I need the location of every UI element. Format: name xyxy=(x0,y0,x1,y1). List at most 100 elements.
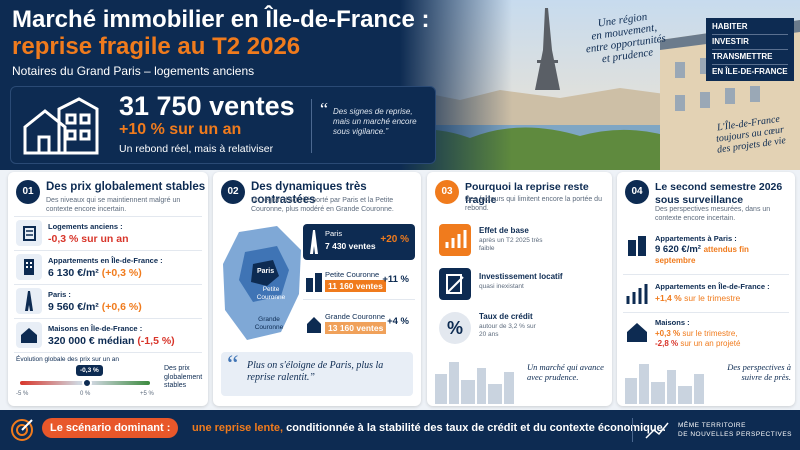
card-description: Un regain d'activité porté par Paris et … xyxy=(251,197,394,213)
item-label: Effet de base xyxy=(479,226,529,235)
card-regions: 02 Des dynamiques très contrastées Un re… xyxy=(213,172,421,406)
icon xyxy=(625,320,649,349)
region-quote: “ Plus on s'éloigne de Paris, plus la re… xyxy=(221,350,413,396)
footer: Le scénario dominant : une reprise lente… xyxy=(0,410,800,450)
item-detail: sur un an projeté xyxy=(680,339,741,348)
map-label: Petite Couronne xyxy=(256,286,286,301)
subtitle: Notaires du Grand Paris – logements anci… xyxy=(12,64,255,78)
icon: % xyxy=(439,312,471,344)
card-description: Des niveaux qui se maintiennent malgré u… xyxy=(46,197,181,213)
item: Logements anciens : -0,3 % sur un an xyxy=(14,216,202,248)
item-value: -2,8 % xyxy=(655,339,679,348)
card-note: Des perspectives à suivre de près. xyxy=(727,362,791,382)
item-value: 6 130 €/m² xyxy=(48,267,99,279)
divider xyxy=(311,99,312,153)
region-change: +4 % xyxy=(387,316,409,327)
card-number: 02 xyxy=(221,180,245,204)
item-value: 9 620 €/m² xyxy=(655,244,701,255)
trend-icon xyxy=(645,422,669,439)
region-label: Grande Couronne xyxy=(325,312,386,321)
region-row: Petite Couronne 11 160 ventes +11 % xyxy=(303,268,415,300)
footer-tagline: MÊME TERRITOIRE DE NOUVELLES PERSPECTIVES xyxy=(678,421,792,439)
house-icon xyxy=(23,97,99,155)
kpi-note: Un rebond réel, mais à relativiser xyxy=(119,143,274,155)
icon xyxy=(439,268,471,300)
item-change: (-1,5 %) xyxy=(137,335,175,347)
item-label: Appartements en Île-de-France : xyxy=(48,256,163,265)
item-label: Investissement locatif xyxy=(479,272,563,281)
card-title: Pourquoi la reprise reste fragile xyxy=(465,181,589,206)
region-value: 11 160 ventes xyxy=(325,280,386,292)
item-label: Appartements à Paris : xyxy=(655,234,737,243)
item-label: Maisons en Île-de-France : xyxy=(48,324,143,333)
icon xyxy=(439,224,471,256)
item-value: 320 000 € médian xyxy=(48,335,135,347)
icon xyxy=(16,254,42,280)
badge: HABITER INVESTIR TRANSMETTRE EN ÎLE-DE-FRAN… xyxy=(706,18,794,81)
gauge-tick: +5 % xyxy=(140,391,154,397)
item: Appartements en Île-de-France : 6 130 €/… xyxy=(14,250,202,282)
icon xyxy=(16,288,42,314)
region-row: Grande Couronne 13 160 ventes +4 % xyxy=(303,310,415,342)
region-value: 7 430 ventes xyxy=(325,241,376,251)
badge-line: INVESTIR xyxy=(712,35,788,50)
badge-line: EN ÎLE-DE-FRANCE xyxy=(712,67,788,76)
item-label: Taux de crédit xyxy=(479,312,533,321)
item-detail: quasi inexistant xyxy=(479,283,524,290)
badge-line: HABITER xyxy=(712,20,788,35)
quote-text: Plus on s'éloigne de Paris, plus la repr… xyxy=(247,360,384,383)
item-change: (+0,3 %) xyxy=(101,267,142,279)
card-title: Des dynamiques très contrastées xyxy=(251,181,367,206)
region-row: Paris 7 430 ventes +20 % xyxy=(303,224,415,260)
gauge-marker: -0,3 % xyxy=(76,365,103,376)
card-outlook: 04 Le second semestre 2026 sous surveill… xyxy=(617,172,795,406)
footer-highlight: une reprise lente, xyxy=(192,422,284,434)
footer-tagline-line: MÊME TERRITOIRE xyxy=(678,422,746,429)
item-value: +1,4 % xyxy=(655,293,682,303)
item-value: -0,3 % sur un an xyxy=(48,233,129,245)
region-map xyxy=(223,226,301,340)
card-prices: 01 Des prix globalement stables Des nive… xyxy=(8,172,208,406)
quote-mark: “ xyxy=(320,99,328,119)
region-change: +11 % xyxy=(382,274,409,285)
item-detail: sur le trimestre, xyxy=(682,329,738,338)
card-description: Des perspectives mesurées, dans un conte… xyxy=(655,206,771,222)
quote-mark: “ xyxy=(227,350,239,379)
card-title: Des prix globalement stables xyxy=(46,181,206,193)
card-number: 01 xyxy=(16,180,40,204)
item-change: (+0,6 %) xyxy=(101,301,142,313)
card-number: 04 xyxy=(625,180,649,204)
separator xyxy=(623,312,789,313)
kpi-sales: 31 750 ventes xyxy=(119,91,295,121)
item-detail: sur le trimestre xyxy=(684,293,741,303)
card-fragility: 03 Pourquoi la reprise reste fragile Des… xyxy=(427,172,612,406)
card-note: Un marché qui avance avec prudence. xyxy=(527,362,604,382)
region-change: +20 % xyxy=(380,234,409,245)
target-icon xyxy=(11,419,33,441)
gauge-tick: -5 % xyxy=(16,391,29,397)
region-label: Paris xyxy=(325,229,343,238)
card-title: Le second semestre 2026 sous surveillanc… xyxy=(655,181,783,206)
kpi-quote: Des signes de reprise, mais un marché en… xyxy=(333,107,417,136)
footer-tagline-line: DE NOUVELLES PERSPECTIVES xyxy=(678,431,793,438)
badge-line: TRANSMETTRE xyxy=(712,50,788,65)
separator xyxy=(623,274,789,275)
icon xyxy=(625,234,649,263)
skyline xyxy=(625,364,704,404)
divider xyxy=(632,418,633,442)
skyline xyxy=(435,362,514,404)
kpi-growth: +10 % sur un an xyxy=(119,121,242,138)
footer-label: Le scénario dominant : xyxy=(42,418,179,438)
region-value: 13 160 ventes xyxy=(325,322,387,334)
gauge-tick: 0 % xyxy=(80,391,91,397)
item-detail: après un T2 2025 très faible xyxy=(479,237,543,252)
item-label: Maisons : xyxy=(655,318,690,327)
item: Paris : 9 560 €/m² (+0,6 %) xyxy=(14,284,202,316)
item-label: Logements anciens : xyxy=(48,222,123,231)
item-label: Appartements en Île-de-France : xyxy=(655,282,770,291)
icon xyxy=(16,322,42,348)
map-label: Paris xyxy=(257,268,275,275)
title-line-1: Marché immobilier en Île-de-France : xyxy=(12,6,430,33)
region-label: Petite Couronne xyxy=(325,270,380,279)
